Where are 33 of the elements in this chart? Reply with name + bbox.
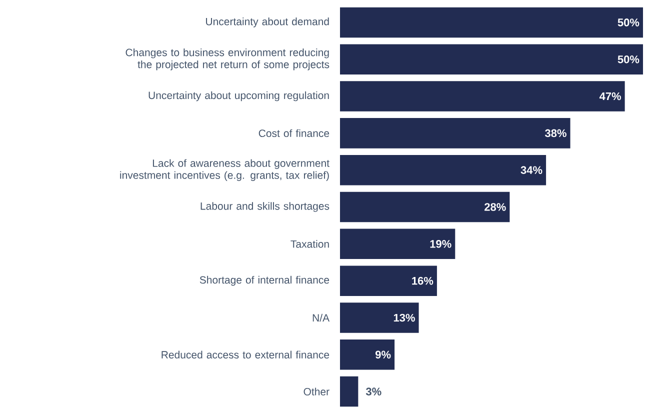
data-label: 9% xyxy=(375,350,391,359)
y-tick-label: Reduced access to external finance xyxy=(162,350,330,359)
bar xyxy=(340,192,510,222)
y-tick-label: Shortage of internal finance xyxy=(200,276,330,286)
y-tick-label: Lack of awareness about government investment incentives (e.g. grants, tax relief) xyxy=(120,159,330,181)
data-label: 28% xyxy=(484,203,506,211)
y-tick-label: Other xyxy=(304,388,330,396)
data-label: 50% xyxy=(618,18,640,26)
y-tick-label: N/A xyxy=(312,314,330,322)
data-label: 19% xyxy=(430,240,452,248)
data-label: 34% xyxy=(520,166,542,174)
bar xyxy=(340,7,643,38)
y-tick-label: Uncertainty about demand xyxy=(206,18,329,28)
data-label: 47% xyxy=(599,92,621,100)
bar xyxy=(340,228,456,260)
y-tick-label: Cost of finance xyxy=(258,129,330,138)
data-label: 50% xyxy=(618,55,640,64)
bar xyxy=(340,44,643,74)
data-label: 3% xyxy=(366,388,382,396)
bar xyxy=(340,340,395,370)
bar xyxy=(340,376,358,407)
bar xyxy=(340,266,437,296)
data-label: 38% xyxy=(544,129,566,138)
bar xyxy=(340,302,419,333)
y-tick-label: Uncertainty about upcoming regulation xyxy=(148,91,329,102)
bar xyxy=(340,154,546,186)
bar xyxy=(340,118,570,148)
data-label: 13% xyxy=(394,314,415,322)
y-tick-label: Changes to business environment reducing the projected net return of some projects xyxy=(126,48,330,70)
data-label: 16% xyxy=(412,276,434,285)
bar xyxy=(340,81,625,112)
y-tick-label: Taxation xyxy=(290,240,329,248)
y-tick-label: Labour and skills shortages xyxy=(200,202,330,212)
